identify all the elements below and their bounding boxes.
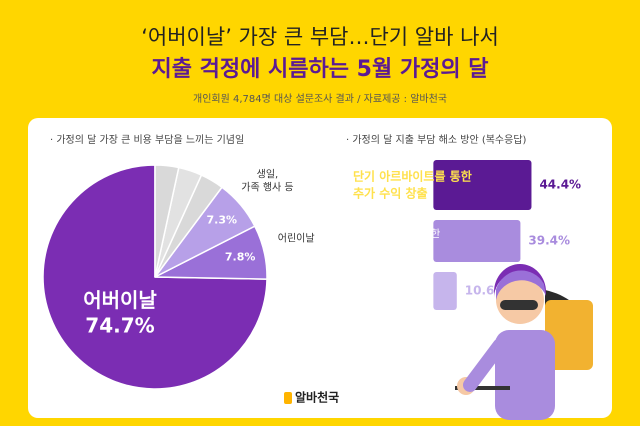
pie-category-label: 생일, 가족 행사 등 — [241, 168, 293, 193]
pie-category-label: 어버이날 — [83, 288, 157, 312]
pie-category-label-line: 생일, — [257, 168, 279, 180]
subtitle: 지출 걱정에 시름하는 5월 가정의 달 — [152, 57, 489, 82]
pie-category-label-line: 가족 행사 등 — [241, 181, 293, 193]
bar — [433, 220, 521, 262]
bar-label-line: 통해 미리 대비 — [353, 291, 418, 304]
bar-title: · 가정의 달 지출 부담 해소 방안 (복수응답) — [346, 133, 527, 146]
illustration — [455, 264, 593, 420]
bar-label-line: 식비 등 조율 가능한 — [353, 228, 441, 240]
bar-label-line: 정기 적금 등을 — [353, 278, 418, 290]
pie-slice — [154, 164, 180, 278]
bar-value-label: 39.4% — [528, 234, 570, 248]
bar-value-label: 44.4% — [539, 178, 581, 192]
bar — [433, 272, 457, 310]
pie-category-label-line: 어버이날 — [83, 288, 157, 312]
bar — [433, 160, 532, 210]
bar-label-line: 추가 수익 창출 — [353, 185, 428, 200]
logo-text: 알바천국 — [295, 390, 339, 405]
bar-label: 정기 적금 등을 통해 미리 대비 — [353, 278, 418, 304]
pie-category-label: 어린이날 — [278, 232, 315, 244]
bar-label-line: 지출 최소화 — [353, 242, 405, 254]
pie-title: · 가정의 달 가장 큰 비용 부담을 느끼는 기념일 — [50, 134, 244, 146]
pie-value-label: 7.3% — [207, 214, 238, 227]
source: 개인회원 4,784명 대상 설문조사 결과 / 자료제공 : 알바천국 — [193, 93, 447, 105]
pie-value-label: 74.7% — [85, 314, 154, 338]
pie-value-label: 7.8% — [225, 250, 256, 263]
logo: 알바천국 — [284, 390, 339, 405]
title: ‘어버이날’ 가장 큰 부담…단기 알바 나서 — [141, 25, 499, 49]
bar-label-line: 단기 아르바이트를 통한 — [353, 168, 472, 183]
pie-category-label-line: 어린이날 — [278, 232, 315, 244]
